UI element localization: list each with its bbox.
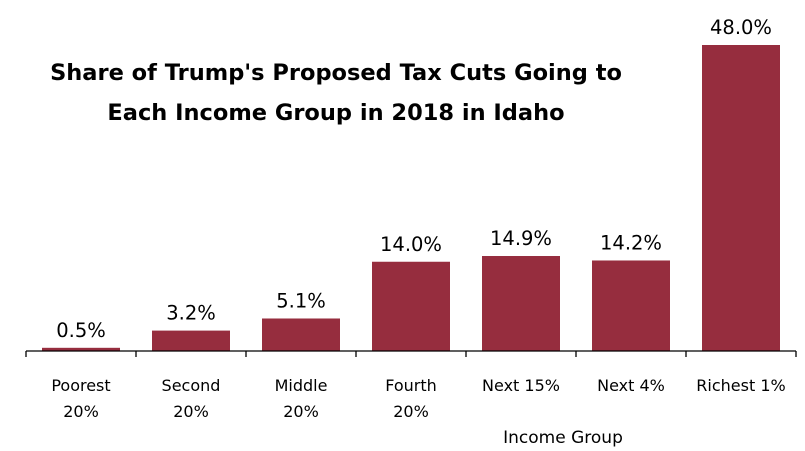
chart-title: Share of Trump's Proposed Tax Cuts Going… xyxy=(50,60,622,126)
x-tick-label: Next 4% xyxy=(597,376,665,395)
bar-value-label: 14.0% xyxy=(380,233,442,256)
bar xyxy=(372,261,450,351)
bar-value-label: 14.9% xyxy=(490,227,552,250)
bar xyxy=(152,330,230,351)
bar xyxy=(592,260,670,351)
bars-layer xyxy=(42,45,780,351)
bar xyxy=(702,45,780,351)
x-axis xyxy=(25,350,797,357)
x-tick-label: Fourth 20% xyxy=(385,376,437,421)
bar-value-label: 48.0% xyxy=(710,16,772,39)
bar-value-label: 14.2% xyxy=(600,231,662,254)
x-axis-title: Income Group xyxy=(503,428,623,448)
bar xyxy=(262,318,340,351)
x-tick-label: Second 20% xyxy=(162,376,221,421)
x-tick-labels: Poorest 20% Second 20% Middle 20% Fourth 20% Nex… xyxy=(51,376,785,421)
bar-value-label: 3.2% xyxy=(166,302,216,325)
chart-title-line-2: Each Income Group in 2018 in Idaho xyxy=(107,100,564,126)
x-tick-label: Poorest 20% xyxy=(51,376,110,421)
x-tick-label: Next 15% xyxy=(482,376,560,395)
bar xyxy=(42,347,120,351)
x-tick-label: Middle 20% xyxy=(275,376,328,421)
bar-value-label: 0.5% xyxy=(56,319,106,342)
bar-value-label: 5.1% xyxy=(276,289,326,312)
chart-title-line-1: Share of Trump's Proposed Tax Cuts Going… xyxy=(50,60,622,86)
value-labels-layer: 0.5% 3.2% 5.1% 14.0% 14.9% 14.2% 48.0% xyxy=(56,16,772,342)
bar xyxy=(482,256,560,351)
x-tick-label: Richest 1% xyxy=(696,376,785,395)
